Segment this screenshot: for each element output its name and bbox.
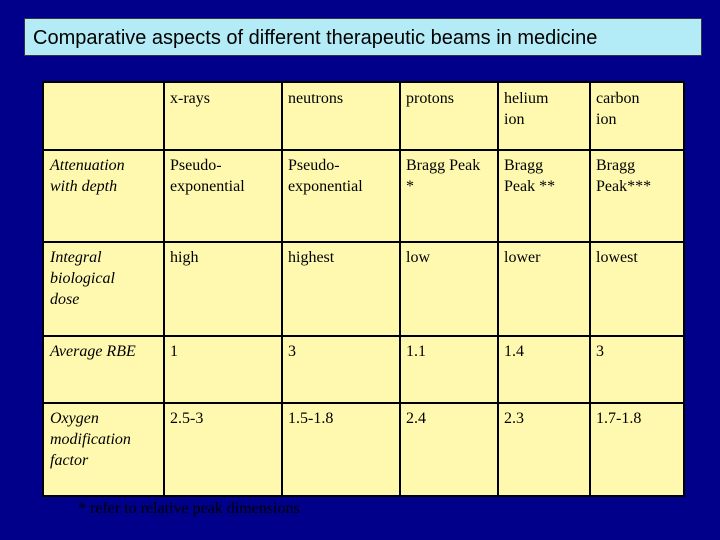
- row-label: Average RBE: [50, 341, 136, 362]
- table-cell: Bragg Peak***: [596, 155, 651, 197]
- table-cell-line: Bragg: [504, 157, 544, 174]
- column-divider: [281, 83, 283, 495]
- column-header: helium ion: [504, 88, 548, 130]
- column-header-line: ion: [504, 111, 525, 128]
- row-divider: [44, 241, 683, 243]
- table-cell: 1: [170, 341, 178, 362]
- table-cell-line: 1.4: [504, 343, 524, 360]
- column-header: carbon ion: [596, 88, 640, 130]
- table-cell: 1.7-1.8: [596, 408, 641, 429]
- row-label-line: factor: [50, 452, 89, 469]
- row-label-line: dose: [50, 291, 80, 308]
- column-divider: [589, 83, 591, 495]
- slide-title: Comparative aspects of different therape…: [33, 27, 598, 49]
- table-cell: 1.5-1.8: [288, 408, 333, 429]
- row-divider: [44, 149, 683, 151]
- row-label-line: modification: [50, 431, 131, 448]
- table-cell: high: [170, 247, 198, 268]
- row-label-line: Attenuation: [50, 157, 125, 174]
- column-header: x-rays: [170, 88, 210, 109]
- table-cell-line: 1: [170, 343, 178, 360]
- row-label-line: biological: [50, 270, 115, 287]
- table-cell: highest: [288, 247, 334, 268]
- table-cell-line: Bragg Peak: [406, 157, 481, 174]
- table-cell: Pseudo-exponential: [288, 155, 363, 197]
- row-divider: [44, 402, 683, 404]
- table-cell-line: lowest: [596, 249, 638, 266]
- table-cell-line: high: [170, 249, 199, 266]
- table-cell: 3: [596, 341, 604, 362]
- table-cell-line: highest: [288, 249, 335, 266]
- table-cell-line: low: [406, 249, 430, 266]
- table-cell-line: Peak **: [504, 178, 556, 195]
- comparison-table: x-rays neutrons protons helium ion carbon ion A…: [42, 81, 685, 497]
- table-cell: Bragg Peak **: [504, 155, 555, 197]
- column-header-line: ion: [596, 111, 617, 128]
- column-divider: [399, 83, 401, 495]
- table-cell-line: 1.7-1.8: [596, 410, 642, 427]
- table-cell-line: Bragg: [596, 157, 636, 174]
- table-cell-line: exponential: [170, 178, 245, 195]
- table-cell-line: Pseudo-: [288, 157, 340, 174]
- table-cell: 1.4: [504, 341, 524, 362]
- table-cell-line: Pseudo-: [170, 157, 222, 174]
- table-cell: Bragg Peak *: [406, 155, 480, 197]
- column-header: neutrons: [288, 88, 343, 109]
- table-cell-line: *: [406, 178, 414, 195]
- row-label: Integral biological dose: [50, 247, 115, 310]
- footnote: * refer to relative peak dimensions: [78, 500, 300, 517]
- table-cell: 2.4: [406, 408, 426, 429]
- column-divider: [163, 83, 165, 495]
- table-cell-line: 2.3: [504, 410, 524, 427]
- column-header-line: helium: [504, 90, 549, 107]
- table-cell-line: lower: [504, 249, 541, 266]
- table-cell-line: 1.1: [406, 343, 426, 360]
- table-cell-line: Peak***: [596, 178, 652, 195]
- table-cell: lowest: [596, 247, 638, 268]
- table-cell: lower: [504, 247, 540, 268]
- row-label-line: Average RBE: [50, 343, 136, 360]
- table-cell-line: exponential: [288, 178, 363, 195]
- row-label-line: Oxygen: [50, 410, 99, 427]
- table-cell-line: 2.4: [406, 410, 426, 427]
- table-cell: Pseudo-exponential: [170, 155, 245, 197]
- table-cell-line: 2.5-3: [170, 410, 204, 427]
- row-label: Attenuation with depth: [50, 155, 125, 197]
- row-label: Oxygen modification factor: [50, 408, 131, 471]
- table-cell-line: 3: [596, 343, 604, 360]
- table-cell: 2.5-3: [170, 408, 203, 429]
- row-label-line: Integral: [50, 249, 102, 266]
- table-cell: 1.1: [406, 341, 426, 362]
- column-header-line: x-rays: [170, 90, 210, 107]
- row-divider: [44, 335, 683, 337]
- column-header-line: neutrons: [288, 90, 344, 107]
- table-cell: low: [406, 247, 430, 268]
- table-cell-line: 1.5-1.8: [288, 410, 334, 427]
- row-label-line: with depth: [50, 178, 118, 195]
- table-cell: 3: [288, 341, 296, 362]
- column-divider: [497, 83, 499, 495]
- column-header: protons: [406, 88, 454, 109]
- title-box: Comparative aspects of different therape…: [24, 18, 702, 56]
- column-header-line: protons: [406, 90, 454, 107]
- table-cell: 2.3: [504, 408, 524, 429]
- column-header-line: carbon: [596, 90, 640, 107]
- table-cell-line: 3: [288, 343, 296, 360]
